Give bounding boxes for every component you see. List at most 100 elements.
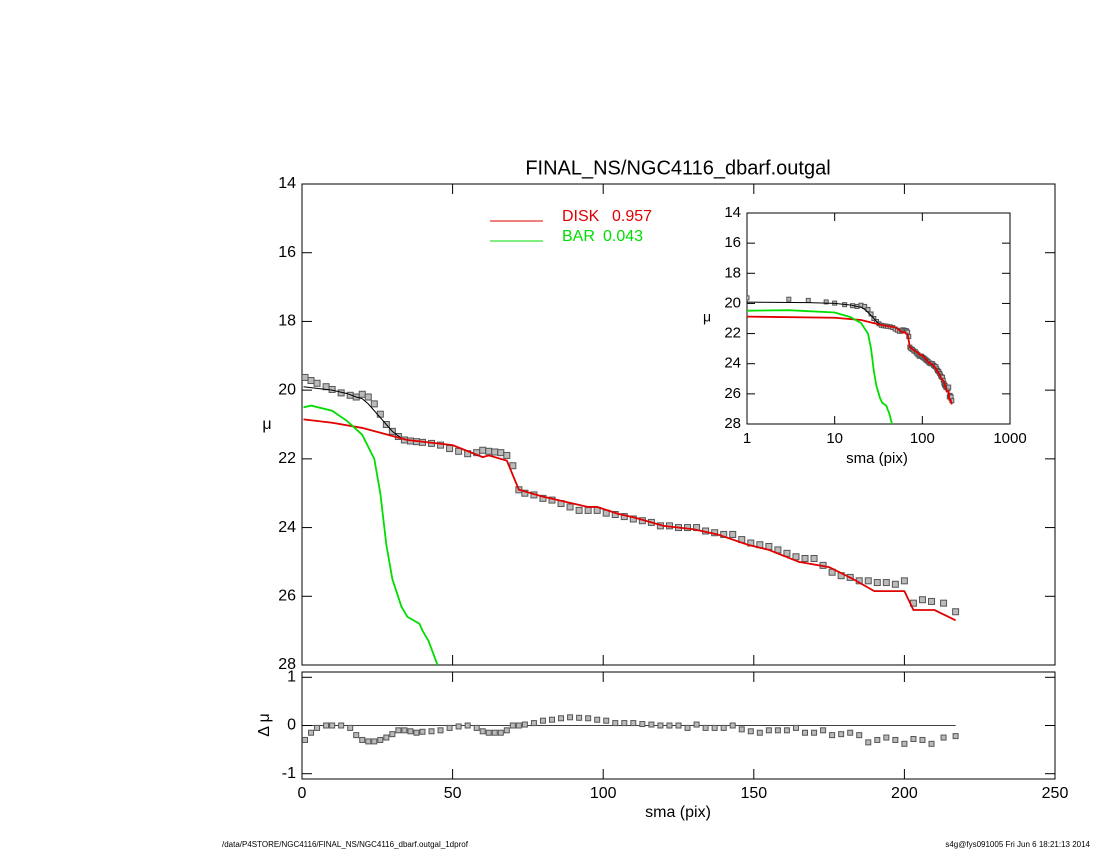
legend-value: 0.957 [612,208,652,225]
data-point [575,506,583,514]
data-point [576,714,583,721]
data-point [729,722,736,729]
data-point [856,732,863,739]
y-tick-label: 14 [724,204,741,221]
data-point [566,503,574,511]
y-tick-label: 22 [278,450,296,467]
data-point [952,608,960,616]
x-tick-label: 0 [298,785,307,802]
data-point [648,721,655,728]
data-point [823,299,829,305]
data-point [594,716,601,723]
data-point [464,722,471,729]
data-point [792,724,799,731]
y-tick-label: 14 [278,175,296,192]
x-tick-label: 100 [590,785,617,802]
main-frame [301,183,1056,666]
y-tick-label: 1 [287,669,296,686]
data-point [928,597,936,605]
series [303,418,956,622]
data-point [756,729,763,736]
data-point [407,728,414,735]
data-point [370,400,378,408]
data-point [883,734,890,741]
data-point [530,720,537,727]
data-point [639,721,646,728]
data-point [376,410,384,418]
data-point [952,733,959,740]
data-point [720,724,727,731]
data-point [359,736,366,743]
data-point [900,577,908,585]
data-point [446,724,453,731]
data-point [413,729,420,736]
data-point [765,727,772,734]
x-tick-label: 150 [740,785,767,802]
data-point [702,724,709,731]
series [303,404,439,665]
data-point [811,729,818,736]
data-point [567,714,574,721]
x-axis-label: sma (pix) [645,804,711,821]
data-point [521,721,528,728]
data-point [801,554,809,562]
data-point [891,580,899,588]
data-point [693,721,700,728]
data-point [347,724,354,731]
inset-frame [746,212,1011,425]
data-point [323,722,330,729]
data-point [829,732,836,739]
series [747,315,953,405]
data-point [928,740,935,747]
data-point [497,449,505,457]
data-point [428,728,435,735]
profile-line [303,404,439,665]
data-point [419,728,426,735]
data-point [603,717,610,724]
data-point [820,727,827,734]
inset-y-label: μ [703,309,711,325]
y-tick-label: 16 [278,244,296,261]
x-tick-label: 10 [826,430,843,447]
data-point [503,727,510,734]
data-point [491,729,498,736]
y-tick-label: 22 [724,325,741,342]
data-point [308,729,315,736]
data-point [747,728,754,735]
x-tick-label: 50 [444,785,462,802]
data-point [401,727,408,734]
data-point [485,729,492,736]
data-point [585,715,592,722]
data-point [314,724,321,731]
data-point [774,727,781,734]
y-axis-label: μ [262,416,271,433]
data-point [365,738,372,745]
y-tick-label: 28 [278,656,296,673]
y-tick-label: 16 [724,234,741,251]
data-point [940,599,948,607]
data-point [307,377,315,385]
data-point [621,720,628,727]
chart-title: FINAL_NS/NGC4116_dbarf.outgal [525,157,830,179]
data-point [509,722,516,729]
x-tick-label: 100 [910,430,935,447]
data-point [865,739,872,746]
profile-line [303,418,956,622]
y-tick-label: 24 [278,519,296,536]
data-point [783,727,790,734]
data-point [479,446,487,454]
data-point [711,724,718,731]
data-point [630,720,637,727]
data-point [892,736,899,743]
data-point [358,390,366,398]
data-point [786,296,792,302]
data-point [874,736,881,743]
data-point [666,722,673,729]
y-tick-label: 24 [724,355,741,372]
data-point [364,393,372,401]
data-point [558,715,565,722]
data-point [747,295,750,301]
data-point [862,303,868,309]
footer-left: /data/P4STORE/NGC4116/FINAL_NS/NGC4116_d… [222,840,469,849]
